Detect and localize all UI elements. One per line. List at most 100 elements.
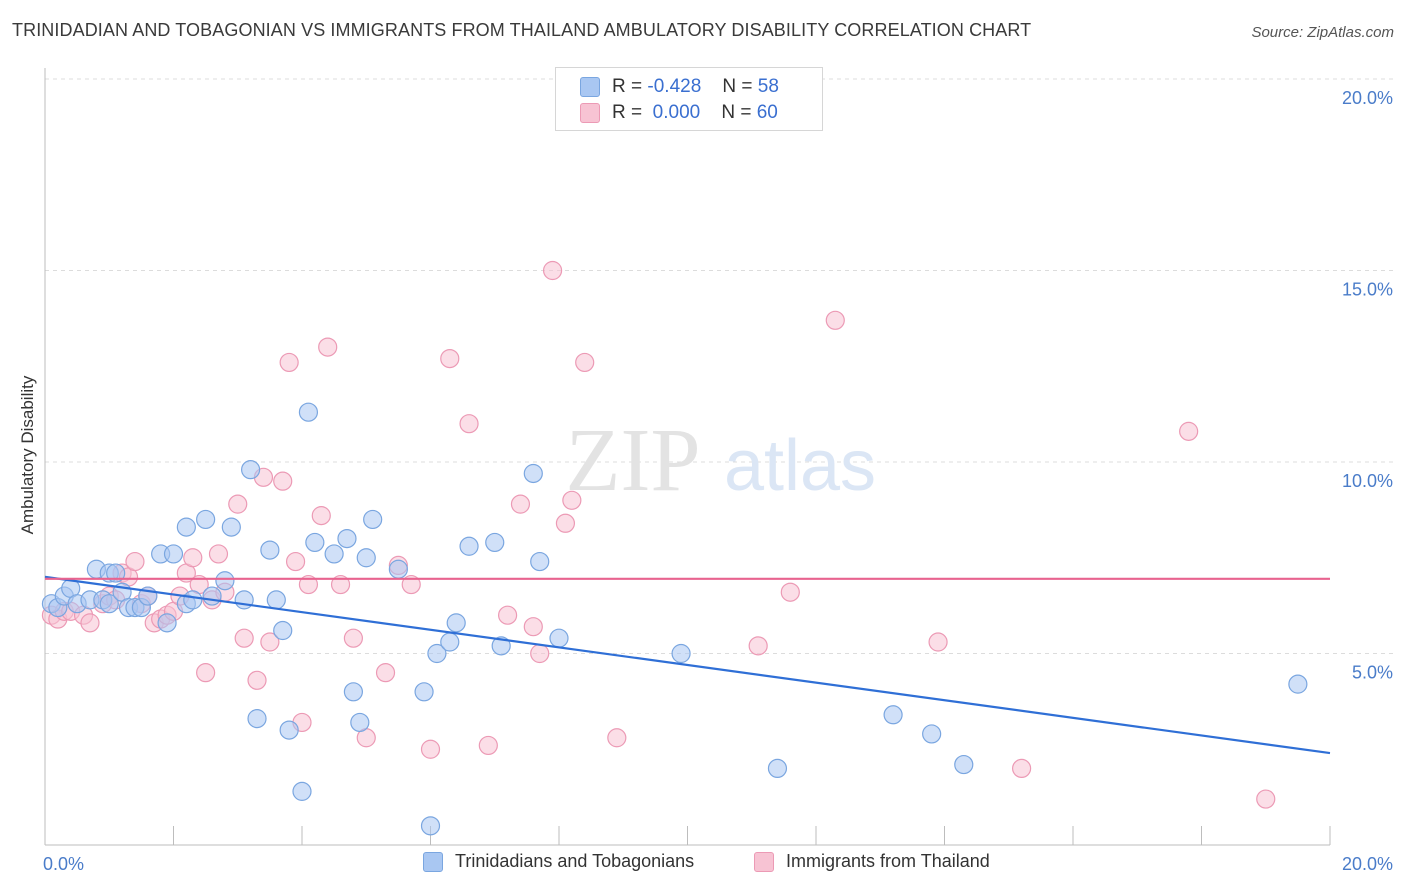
- stat-n-value: 60: [756, 102, 778, 123]
- stat-r-value: -0.428: [647, 76, 702, 97]
- stat-row-trinidad: R = -0.428 N = 58: [580, 74, 779, 100]
- point-trinidad: [260, 540, 280, 560]
- legend-item-thailand[interactable]: Immigrants from Thailand: [754, 851, 990, 872]
- point-trinidad: [883, 705, 903, 725]
- point-trinidad: [363, 509, 383, 530]
- axis-layer: [44, 68, 1331, 846]
- point-thailand: [825, 310, 845, 330]
- series-trinidad-points: [41, 402, 1308, 836]
- point-thailand: [80, 613, 100, 633]
- point-trinidad: [446, 613, 466, 633]
- point-trinidad: [343, 682, 363, 702]
- point-trinidad: [1288, 674, 1308, 694]
- point-thailand: [1179, 421, 1199, 441]
- point-thailand: [285, 551, 306, 572]
- point-trinidad: [196, 509, 216, 530]
- point-trinidad: [767, 758, 788, 779]
- x-tick-label: 0.0%: [43, 854, 84, 874]
- tick-labels: 5.0% 10.0% 15.0% 20.0% 0.0% 20.0%: [43, 88, 1393, 874]
- point-trinidad: [298, 402, 319, 422]
- point-trinidad: [176, 517, 196, 537]
- y-tick-label: 10.0%: [1342, 471, 1393, 491]
- point-thailand: [748, 636, 768, 656]
- point-thailand: [555, 513, 576, 533]
- trend-lines: [44, 575, 1331, 755]
- point-trinidad: [202, 586, 222, 606]
- point-trinidad: [420, 816, 441, 836]
- watermark-atlas: atlas: [724, 426, 876, 506]
- point-thailand: [498, 605, 518, 625]
- point-trinidad: [266, 590, 286, 610]
- point-thailand: [228, 494, 248, 514]
- point-trinidad: [427, 643, 447, 664]
- series-thailand-points: [41, 260, 1276, 809]
- point-thailand: [196, 663, 216, 683]
- legend-swatch-thailand: [754, 851, 774, 872]
- stat-r-label: R =: [612, 102, 643, 123]
- point-trinidad: [157, 613, 177, 633]
- point-thailand: [311, 506, 331, 526]
- chart-legend: Trinidadians and Tobagonians Immigrants …: [0, 851, 1406, 877]
- y-tick-label: 5.0%: [1352, 663, 1393, 683]
- point-thailand: [183, 548, 203, 568]
- point-trinidad: [549, 628, 569, 648]
- legend-swatch-trinidad: [423, 851, 443, 872]
- point-thailand: [1011, 758, 1032, 779]
- grid-layer: [45, 78, 1395, 654]
- point-thailand: [273, 471, 293, 491]
- point-thailand: [575, 352, 595, 373]
- point-thailand: [208, 544, 229, 564]
- point-thailand: [523, 617, 543, 637]
- stat-r-label: R =: [612, 76, 643, 97]
- legend-label-thailand: Immigrants from Thailand: [786, 851, 990, 871]
- chart-title: TRINIDADIAN AND TOBAGONIAN VS IMMIGRANTS…: [12, 20, 1032, 40]
- trend-line-trinidad: [44, 575, 1331, 755]
- stat-n-label: N =: [722, 76, 753, 97]
- point-trinidad: [350, 712, 370, 733]
- point-trinidad: [459, 536, 479, 556]
- point-trinidad: [337, 528, 357, 549]
- point-thailand: [279, 352, 299, 373]
- point-trinidad: [163, 544, 184, 564]
- point-trinidad: [530, 551, 550, 572]
- point-trinidad: [671, 643, 691, 664]
- point-thailand: [607, 728, 627, 748]
- y-tick-label: 15.0%: [1342, 280, 1393, 300]
- point-thailand: [298, 574, 319, 595]
- point-thailand: [459, 414, 479, 434]
- point-trinidad: [388, 559, 408, 579]
- source-label: Source: ZipAtlas.com: [1251, 24, 1394, 41]
- stat-row-thailand: R = 0.000 N = 60: [580, 100, 778, 126]
- point-trinidad: [440, 632, 460, 652]
- x-tick-label: 20.0%: [1342, 854, 1393, 874]
- watermark: ZIP atlas: [566, 411, 877, 510]
- point-thailand: [542, 260, 563, 281]
- correlation-stats-box: R = -0.428 N = 58 R = 0.000 N = 60: [555, 67, 823, 131]
- point-trinidad: [356, 548, 376, 568]
- point-trinidad: [106, 563, 126, 583]
- point-trinidad: [305, 532, 325, 553]
- point-trinidad: [183, 590, 203, 610]
- point-thailand: [247, 670, 267, 690]
- point-thailand: [478, 735, 498, 756]
- y-tick-label: 20.0%: [1342, 88, 1393, 108]
- point-trinidad: [324, 544, 344, 564]
- point-trinidad: [523, 463, 543, 484]
- point-trinidad: [485, 532, 505, 553]
- watermark-zip: ZIP: [566, 411, 701, 510]
- point-trinidad: [279, 720, 299, 740]
- point-trinidad: [99, 594, 119, 614]
- point-thailand: [530, 643, 550, 664]
- point-trinidad: [215, 571, 235, 591]
- point-thailand: [510, 494, 531, 514]
- stat-n-value: 58: [757, 76, 779, 97]
- point-trinidad: [241, 460, 261, 480]
- legend-item-trinidad[interactable]: Trinidadians and Tobagonians: [423, 851, 694, 872]
- point-trinidad: [273, 620, 293, 641]
- point-thailand: [330, 574, 351, 595]
- point-thailand: [420, 739, 441, 759]
- point-trinidad: [491, 636, 511, 656]
- point-thailand: [318, 337, 338, 357]
- stat-swatch-trinidad: [580, 77, 600, 97]
